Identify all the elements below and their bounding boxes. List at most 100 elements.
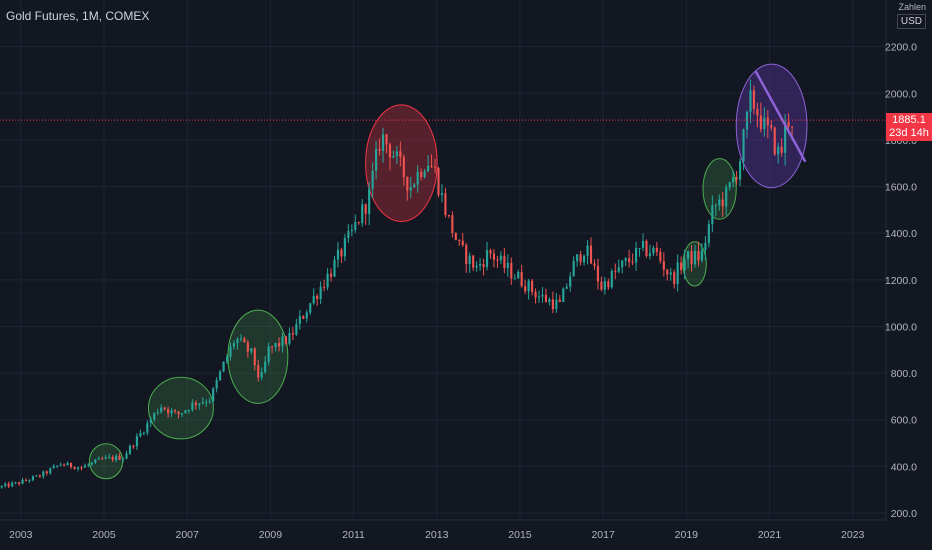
candle-up xyxy=(583,255,586,263)
candle-up xyxy=(375,148,378,171)
chart-title: Gold Futures, 1M, COMEX xyxy=(6,9,150,23)
candle-up xyxy=(621,260,624,268)
candle-down xyxy=(80,467,83,469)
candle-up xyxy=(135,436,138,447)
candle-up xyxy=(711,205,714,225)
candle-up xyxy=(298,316,301,324)
candle-up xyxy=(638,248,641,250)
annotation-ellipse-green[interactable] xyxy=(702,158,737,220)
candle-up xyxy=(641,240,645,249)
candle-up xyxy=(350,229,353,231)
candle-down xyxy=(631,261,634,263)
candle-down xyxy=(752,90,756,109)
candle-up xyxy=(87,464,90,466)
candle-down xyxy=(697,250,700,261)
candle-down xyxy=(510,262,513,279)
candle-up xyxy=(239,338,242,340)
candle-up xyxy=(686,251,690,260)
candle-up xyxy=(160,407,163,413)
candle-up xyxy=(49,468,52,474)
candle-up xyxy=(562,288,565,303)
candle-up xyxy=(295,323,298,335)
time-tick-label: 2019 xyxy=(675,529,699,541)
candle-down xyxy=(496,259,499,261)
candle-down xyxy=(402,156,405,177)
candle-up xyxy=(104,457,107,459)
candle-down xyxy=(437,168,440,196)
candle-up xyxy=(392,156,395,158)
candle-down xyxy=(454,233,457,240)
currency-label: USD xyxy=(896,14,926,29)
candle-up xyxy=(413,184,416,188)
candle-down xyxy=(388,144,392,158)
candle-up xyxy=(309,303,312,313)
candle-up xyxy=(718,199,721,206)
candle-down xyxy=(163,407,166,410)
trendline[interactable] xyxy=(754,71,807,163)
candle-up xyxy=(784,122,787,153)
candle-up xyxy=(732,177,735,183)
annotation-ellipse-green[interactable] xyxy=(147,376,214,440)
candle-down xyxy=(302,316,305,319)
time-tick-label: 2003 xyxy=(9,529,33,541)
candle-up xyxy=(115,455,118,460)
candle-down xyxy=(451,215,454,234)
candle-up xyxy=(187,410,190,412)
candle-up xyxy=(191,402,194,411)
candle-down xyxy=(534,291,537,298)
candle-up xyxy=(603,281,606,290)
candle-down xyxy=(173,410,177,412)
candle-up xyxy=(52,466,55,469)
price-tick-label: 1000.0 xyxy=(885,321,917,333)
candle-up xyxy=(742,129,745,162)
price-tick-label: 600.0 xyxy=(891,415,917,427)
price-axis[interactable]: 200.0 400.0 600.0 800.0 1000.0 1200.0 1400.0 16… xyxy=(885,42,917,520)
price-axis-unit[interactable]: Zahlen USD xyxy=(896,2,926,29)
candle-up xyxy=(624,258,627,261)
candle-down xyxy=(655,247,658,252)
candle-up xyxy=(354,222,357,230)
candle-up xyxy=(225,356,229,362)
candle-up xyxy=(610,270,613,288)
candle-up xyxy=(368,188,371,214)
candle-down xyxy=(489,250,492,254)
time-axis[interactable]: 2003 2005 2007 2009 2011 2013 2015 2017 2019 2021… xyxy=(9,529,864,541)
price-axis-bg xyxy=(886,0,932,520)
price-tick-label: 400.0 xyxy=(891,461,917,473)
annotation-ellipse-green[interactable] xyxy=(227,309,289,404)
candle-down xyxy=(524,286,527,292)
candle-down xyxy=(589,245,593,264)
candle-up xyxy=(343,238,346,257)
candle-up xyxy=(108,456,111,458)
candle-down xyxy=(69,462,73,468)
candle-up xyxy=(527,280,530,292)
candle-down xyxy=(364,204,367,214)
candles xyxy=(0,79,794,489)
candle-up xyxy=(59,464,62,466)
candle-up xyxy=(427,165,430,172)
candle-down xyxy=(558,299,561,303)
candle-up xyxy=(361,204,364,224)
candle-down xyxy=(503,255,506,268)
candle-up xyxy=(749,90,752,112)
candle-up xyxy=(683,259,686,271)
candle-down xyxy=(600,281,603,290)
candle-up xyxy=(409,187,412,191)
candle-up xyxy=(745,111,749,130)
candle-down xyxy=(118,455,121,460)
trendline-layer xyxy=(754,71,807,163)
candle-up xyxy=(180,412,184,415)
candle-up xyxy=(305,312,308,319)
candle-up xyxy=(648,253,652,256)
time-tick-label: 2009 xyxy=(259,529,283,541)
candle-up xyxy=(156,412,159,414)
candle-down xyxy=(243,338,246,343)
candle-down xyxy=(759,115,762,130)
candle-down xyxy=(378,148,381,151)
candle-up xyxy=(617,267,620,272)
candle-down xyxy=(340,249,343,257)
candle-up xyxy=(576,254,579,262)
time-tick-label: 2011 xyxy=(342,529,365,541)
candle-down xyxy=(607,281,610,288)
